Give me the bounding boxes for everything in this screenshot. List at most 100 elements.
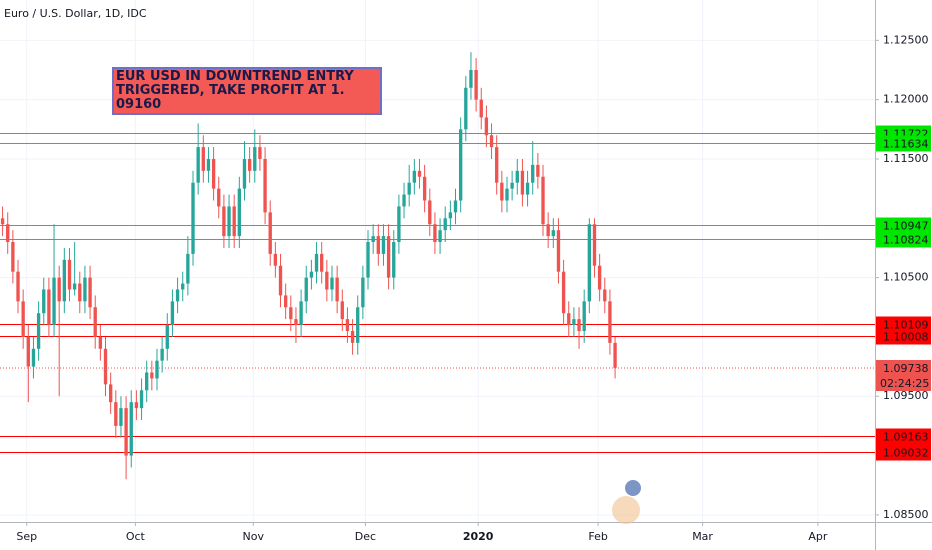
candle-body xyxy=(227,206,231,237)
candle-body xyxy=(592,224,597,266)
candle-body xyxy=(402,194,406,207)
y-tick-label: 1.12000 xyxy=(883,93,929,106)
candle-body xyxy=(31,348,36,367)
level-label-box xyxy=(876,444,931,461)
candle-body xyxy=(438,230,442,243)
candle-body xyxy=(531,164,535,183)
candle-body xyxy=(443,218,447,231)
candle-body xyxy=(232,206,236,237)
level-label-box xyxy=(876,217,931,234)
candle-body xyxy=(433,224,437,243)
candle-body xyxy=(196,147,200,183)
candle-body xyxy=(366,242,370,278)
candle-body xyxy=(42,289,46,314)
candle-body xyxy=(93,307,97,337)
candle-body xyxy=(407,182,411,195)
candle-body xyxy=(247,158,252,171)
candle-body xyxy=(345,319,350,331)
x-tick-label: Dec xyxy=(355,530,376,543)
level-label: 1.10824 xyxy=(883,234,929,247)
candle-body xyxy=(36,313,41,349)
level-label: 1.11634 xyxy=(883,138,929,151)
axes: 1.12500 1.12000 1.11500 1.10500 1.09500 1.085… xyxy=(16,33,931,543)
candle-body xyxy=(160,348,164,361)
level-label-box xyxy=(876,428,931,445)
x-tick-label: Nov xyxy=(243,530,265,543)
candle-body xyxy=(515,170,519,183)
candle-body xyxy=(67,259,72,290)
level-label: 1.09032 xyxy=(883,447,929,460)
candle-body xyxy=(170,301,175,326)
y-tick-label: 1.12500 xyxy=(883,33,929,46)
candle-body xyxy=(541,176,545,225)
candle-body xyxy=(397,206,401,243)
candle-body xyxy=(294,319,298,326)
candle-body xyxy=(448,212,453,219)
candle-body xyxy=(175,289,180,302)
candle-body xyxy=(309,271,314,278)
candle-body xyxy=(72,283,77,290)
candle-body xyxy=(16,271,20,302)
candle-body xyxy=(381,236,386,254)
candles xyxy=(0,52,617,480)
candle-body xyxy=(114,402,118,426)
candle-body xyxy=(453,200,458,213)
candle-body xyxy=(237,188,242,237)
candle-body xyxy=(505,188,509,201)
candle-body xyxy=(422,176,427,201)
candle-body xyxy=(320,253,324,272)
candle-body xyxy=(201,147,205,171)
candle-body xyxy=(191,182,195,254)
level-label-box xyxy=(876,135,931,152)
candle-body xyxy=(314,253,319,272)
candle-body xyxy=(88,277,92,308)
candle-body xyxy=(129,402,133,456)
candle-body xyxy=(150,372,154,379)
candle-body xyxy=(479,99,483,118)
level-label: 1.10109 xyxy=(883,319,929,332)
candle-body xyxy=(62,259,67,302)
candle-body xyxy=(139,390,144,409)
candle-body xyxy=(582,301,586,331)
candle-body xyxy=(253,147,257,171)
candle-body xyxy=(278,265,283,296)
candle-body xyxy=(613,342,617,368)
candle-body xyxy=(0,218,5,225)
candle-body xyxy=(510,182,514,189)
candle-body xyxy=(6,224,10,243)
candle-body xyxy=(217,188,221,207)
candle-body xyxy=(412,170,417,183)
y-tick-label: 1.11500 xyxy=(883,152,929,165)
candle-body xyxy=(299,301,303,326)
last-price-box xyxy=(876,360,931,392)
candle-body xyxy=(458,129,463,201)
candle-body xyxy=(474,69,478,100)
level-label: 1.09163 xyxy=(883,431,929,444)
x-tick-label: Sep xyxy=(16,530,37,543)
candle-body xyxy=(335,277,339,302)
candle-body xyxy=(603,289,607,302)
candle-body xyxy=(283,295,288,308)
candle-body xyxy=(52,277,56,326)
candle-body xyxy=(392,242,396,278)
candle-body xyxy=(98,336,103,349)
candle-body xyxy=(577,319,581,331)
x-tick-label: 2020 xyxy=(463,530,494,543)
candle-body xyxy=(587,224,592,302)
candle-body xyxy=(268,212,272,254)
icon xyxy=(612,480,641,524)
candle-body xyxy=(469,69,473,88)
candle-body xyxy=(500,182,504,201)
last-price-label: 1.09738 xyxy=(883,362,929,375)
candle-body xyxy=(386,236,391,278)
candle-body xyxy=(572,319,576,326)
candle-body xyxy=(21,301,25,337)
candle-body xyxy=(340,301,344,320)
candle-body xyxy=(222,206,226,237)
candle-body xyxy=(57,277,61,302)
level-label: 1.10947 xyxy=(883,220,929,233)
candle-body xyxy=(484,117,489,136)
candle-body xyxy=(561,271,566,314)
